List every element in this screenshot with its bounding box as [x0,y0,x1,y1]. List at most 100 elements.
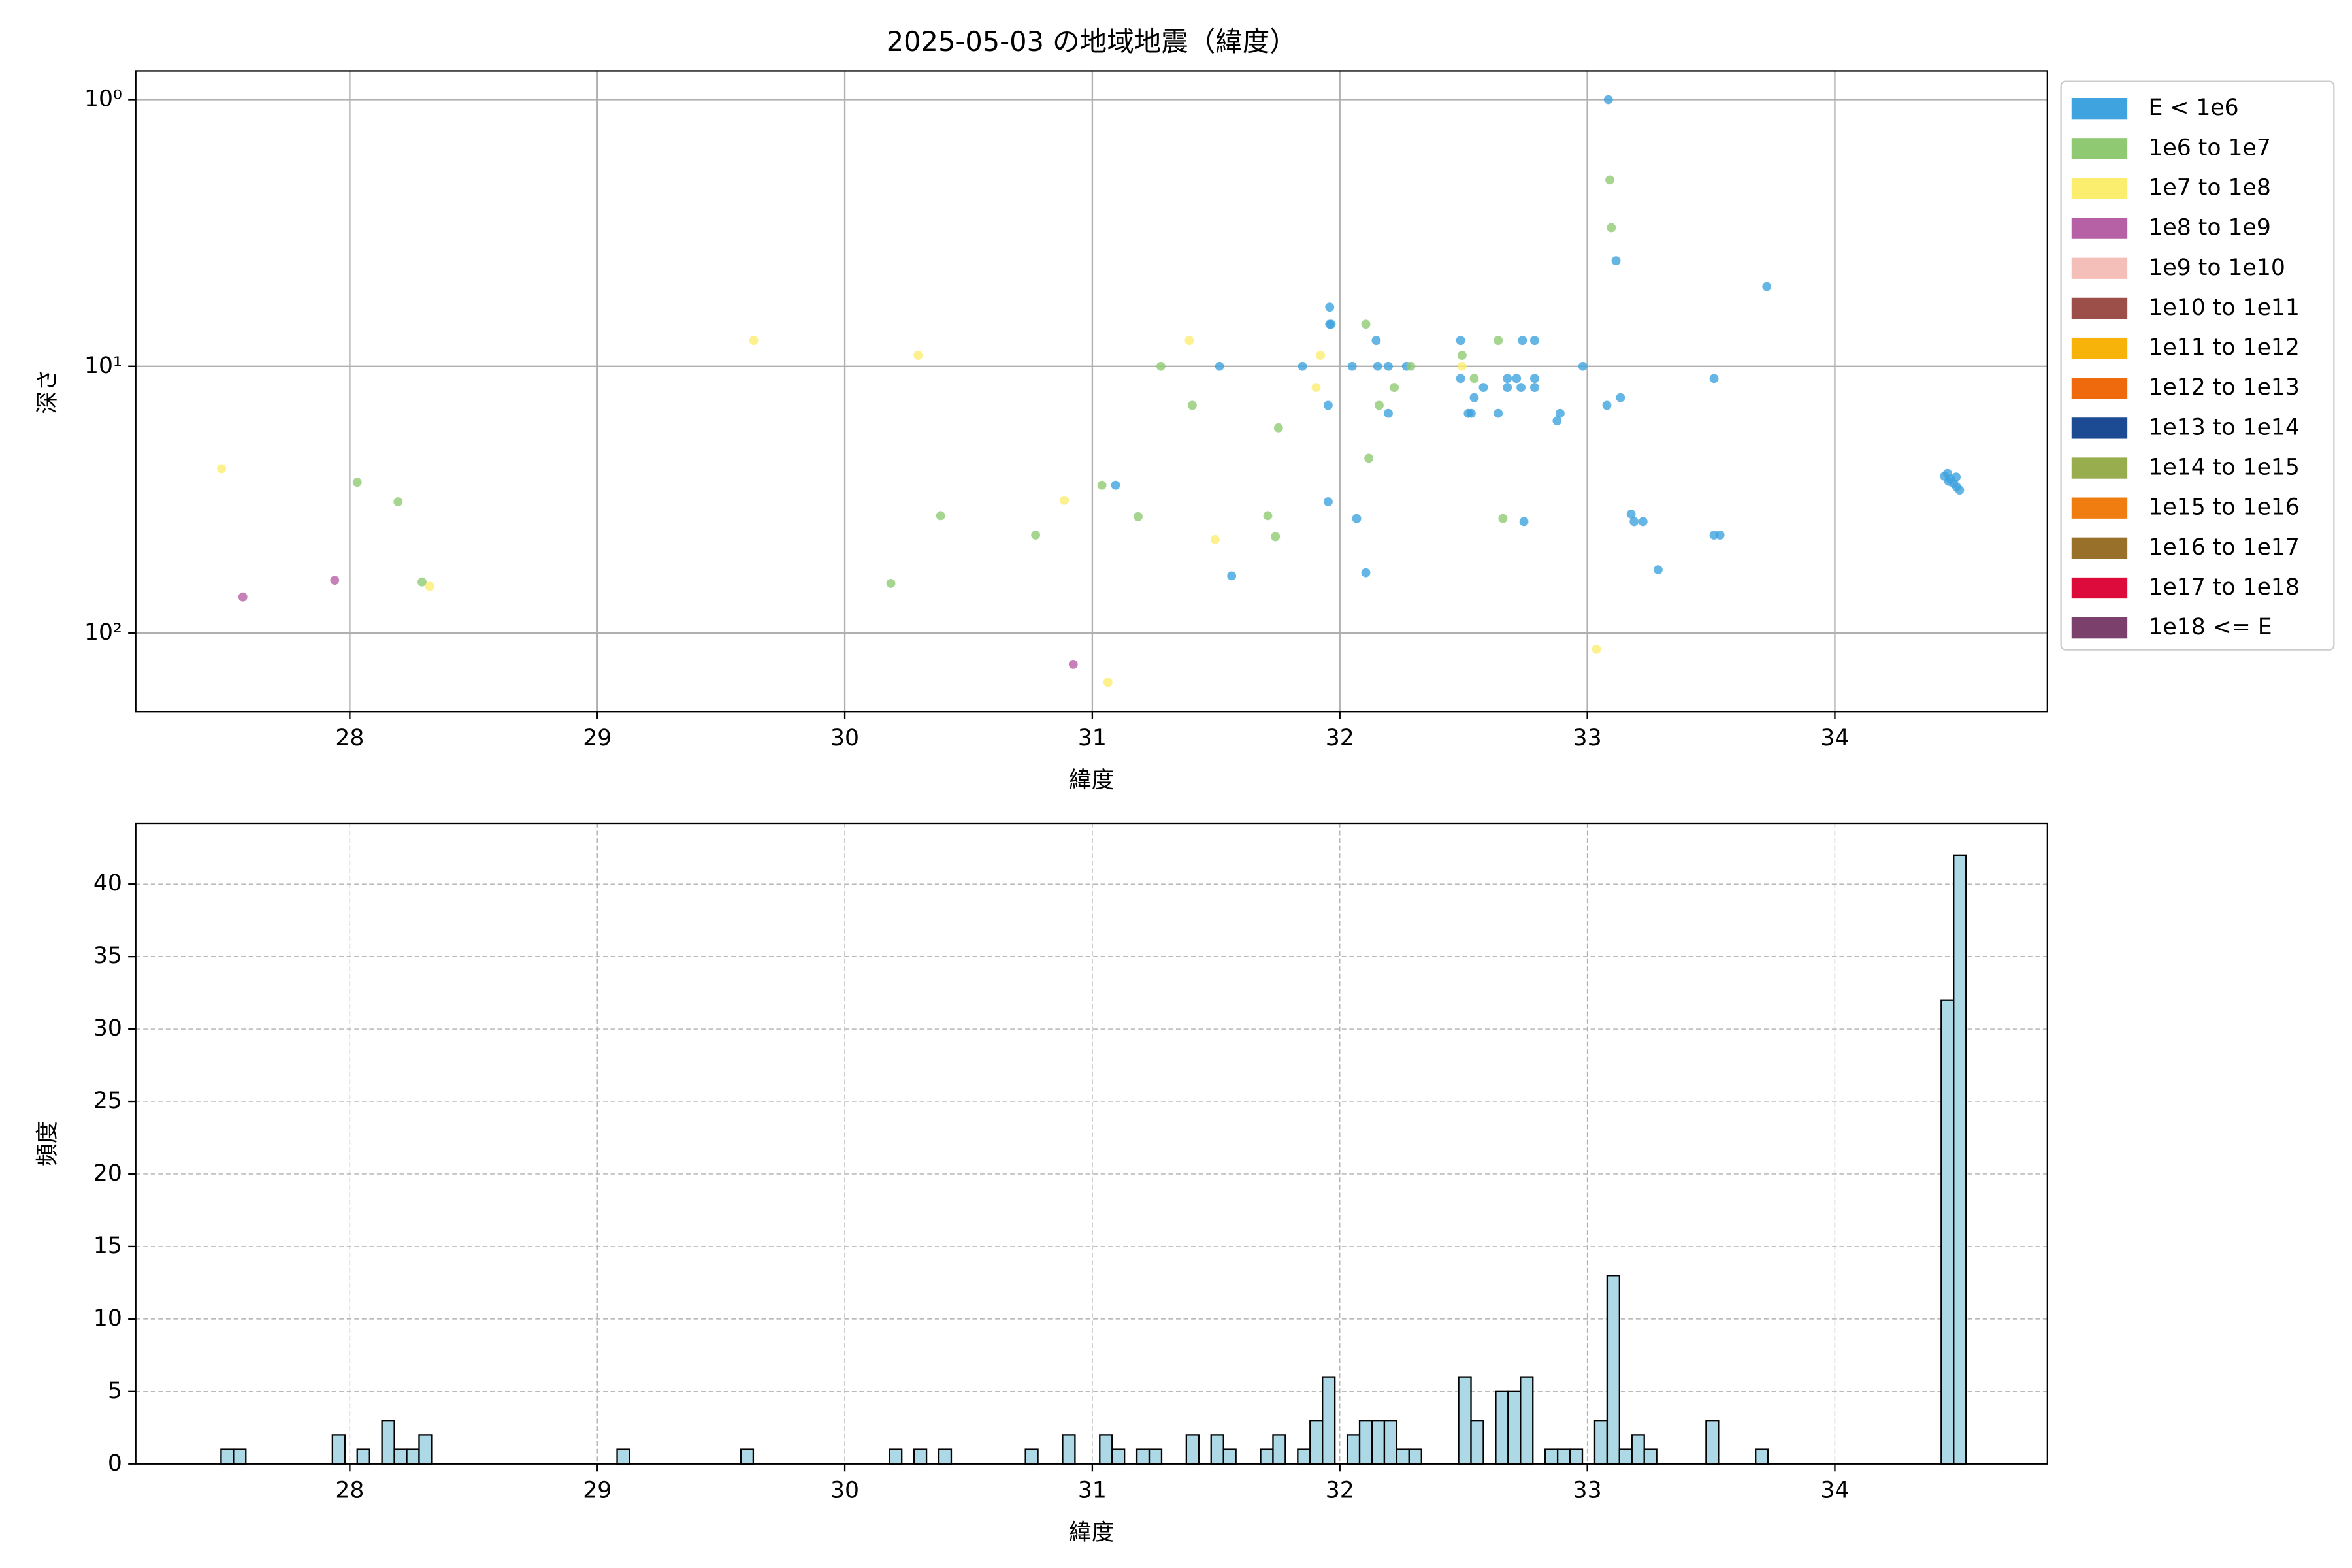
data-point [1654,565,1663,575]
data-point [1324,497,1333,507]
histogram-bar [616,1448,630,1465]
data-point [1469,393,1479,402]
histogram-bar [1135,1448,1151,1465]
histogram-bar [1643,1448,1658,1465]
data-point [1103,678,1113,687]
legend-swatch [2071,178,2128,199]
histogram-bar [1148,1448,1163,1465]
histogram-bar [1544,1448,1559,1465]
x-tick-label: 28 [335,725,364,751]
histogram-bar [1593,1420,1609,1465]
histogram-bar [1458,1376,1472,1465]
histogram-bar [1507,1390,1522,1465]
histogram-bar [1383,1420,1398,1465]
data-point [1352,514,1362,523]
data-point [886,578,896,588]
legend-swatch [2071,297,2128,319]
data-point [1503,383,1512,393]
data-point [1456,336,1465,346]
data-point [1616,393,1625,402]
x-tick-label: 32 [1326,725,1354,751]
histogram-bar [1755,1448,1769,1465]
x-tick-label: 31 [1078,1477,1107,1503]
data-point [1298,361,1307,371]
legend-label: 1e13 to 1e14 [2148,414,2299,440]
data-point [1273,423,1283,433]
data-point [1605,175,1614,185]
data-point [1210,534,1220,544]
data-point [1316,351,1326,360]
histogram-bar [1470,1420,1484,1465]
legend-swatch [2071,257,2128,279]
data-point [1955,485,1965,495]
data-point [1384,361,1393,371]
legend-swatch [2071,457,2128,479]
data-point [1498,514,1508,523]
x-tick-label: 32 [1326,1477,1354,1503]
data-point [238,592,248,602]
data-point [1215,361,1224,371]
histogram-bar [1371,1420,1386,1465]
y-tick-label: 5 [108,1378,122,1404]
histogram-bar [1185,1434,1200,1465]
y-tick-label: 35 [93,943,122,969]
histogram-bar [740,1448,755,1465]
data-point [936,511,945,521]
histogram-bar [381,1420,395,1465]
histogram-bar [1408,1448,1422,1465]
legend-label: 1e10 to 1e11 [2148,295,2299,321]
data-point [1529,336,1539,346]
data-point [1371,336,1381,346]
data-point [1494,408,1503,418]
legend-label: 1e8 to 1e9 [2148,215,2270,241]
data-point [330,576,340,585]
histogram-bar [1111,1448,1126,1465]
data-point [1188,400,1197,410]
data-point [1325,302,1335,312]
histogram-bar [1520,1376,1534,1465]
data-point [749,336,759,346]
data-point [1519,517,1529,527]
x-tick-label: 33 [1573,1477,1602,1503]
data-point [1592,644,1601,654]
x-tick-label: 33 [1573,725,1602,751]
legend-label: 1e11 to 1e12 [2148,335,2299,361]
legend-label: 1e7 to 1e8 [2148,174,2270,201]
data-point [1347,361,1357,371]
data-point [1326,319,1336,329]
legend-label: 1e18 <= E [2148,614,2272,640]
data-point [1715,531,1725,540]
legend-swatch [2071,497,2128,519]
data-point [1456,374,1465,384]
x-tick-label: 30 [830,725,859,751]
data-point [1478,383,1488,393]
histogram-bar [913,1448,928,1465]
data-point [1952,472,1961,482]
y-tick-label: 25 [93,1088,122,1114]
y-tick-label: 40 [93,870,122,896]
histogram-bar [1569,1448,1584,1465]
legend-label: 1e12 to 1e13 [2148,374,2299,400]
data-point [1156,361,1166,371]
data-point [1271,532,1281,542]
data-point [425,581,434,591]
histogram-bar [331,1434,346,1465]
data-point [1364,453,1373,463]
y-tick-label: 10⁰ [84,86,122,112]
data-point [217,464,227,474]
histogram-bar [1346,1434,1361,1465]
histogram-bar [938,1448,953,1465]
data-point [1457,351,1467,360]
data-point [1578,361,1588,371]
histogram-bar [220,1448,235,1465]
data-point [393,497,403,507]
data-point [1361,568,1371,578]
data-point [1611,256,1621,266]
data-point [1031,531,1041,540]
legend-swatch [2071,577,2128,599]
legend-label: 1e14 to 1e15 [2148,455,2299,481]
histogram-bar [1024,1448,1039,1465]
histogram-bar [1396,1448,1410,1465]
histogram-bar [1940,999,1955,1465]
data-point [913,351,923,360]
